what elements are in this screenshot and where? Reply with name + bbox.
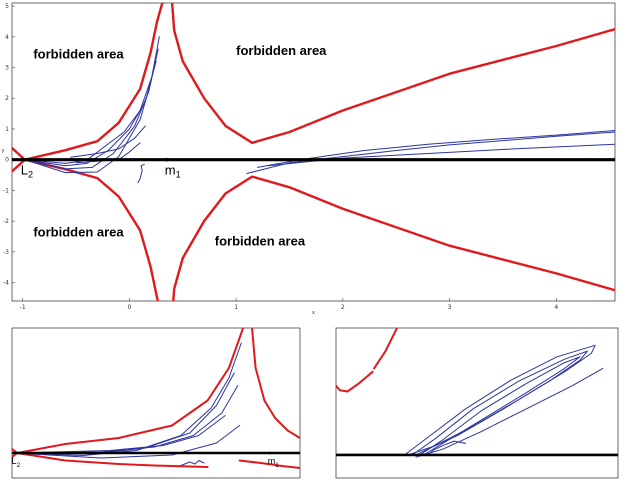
point-marker xyxy=(14,451,17,455)
forbidden-area-label: forbidden area xyxy=(215,234,306,249)
plot-frame xyxy=(11,2,616,302)
orbit-curve xyxy=(24,73,154,164)
point-label: L2 xyxy=(21,163,33,180)
plot-area xyxy=(336,328,618,458)
point-marker xyxy=(164,157,169,162)
panel-bottom-right xyxy=(335,327,619,479)
zero-velocity-curve xyxy=(170,3,615,144)
point-marker xyxy=(268,451,272,455)
orbit-curve xyxy=(24,60,157,167)
point-label-subscript: 2 xyxy=(28,170,33,180)
y-tick-label: 5 xyxy=(5,3,9,10)
point-label: m1 xyxy=(165,163,181,180)
point-label-subscript: 1 xyxy=(275,462,279,469)
x-tick-label: -1 xyxy=(20,304,26,311)
orbit-curve xyxy=(267,143,615,167)
x-tick-label: 4 xyxy=(554,304,558,311)
zero-velocity-curve xyxy=(251,328,300,439)
y-tick-label: 1 xyxy=(5,126,9,133)
panel-bottom-left: L2 m1 xyxy=(11,327,301,479)
orbit-curve xyxy=(411,350,588,456)
plot-frame xyxy=(11,327,301,479)
y-tick-label: -2 xyxy=(3,218,9,225)
y-tick-label: 0 xyxy=(5,157,9,164)
zero-velocity-curve xyxy=(12,3,164,173)
zero-velocity-curve xyxy=(238,459,300,469)
point-label-subscript: 2 xyxy=(17,462,21,469)
orbit-curve xyxy=(137,163,145,184)
orbit-curve xyxy=(419,356,581,456)
panel-top: -1 0 1 2 3 4 5 4 3 2 1 0 -1 -2 -3 -4 x y L2 m1 forbidden are… xyxy=(2,2,616,316)
orbit-curve xyxy=(70,125,146,158)
zero-velocity-curve xyxy=(373,328,398,370)
zero-velocity-curve xyxy=(12,328,245,458)
y-tick-label: -4 xyxy=(3,280,9,287)
x-tick-label: 3 xyxy=(448,304,452,311)
point-label: L2 xyxy=(12,456,21,469)
y-axis-label: y xyxy=(2,148,5,154)
orbit-curve xyxy=(246,131,615,174)
plot-area xyxy=(12,328,300,469)
orbit-curve xyxy=(415,367,604,458)
point-label: m1 xyxy=(268,456,280,469)
orbit-curve xyxy=(180,460,205,466)
forbidden-area-label: forbidden area xyxy=(33,224,124,239)
point-marker xyxy=(23,157,27,162)
orbit-curve xyxy=(24,48,159,170)
forbidden-area-label: forbidden area xyxy=(33,46,124,61)
orbit-curve xyxy=(15,415,226,454)
orbit-curve xyxy=(15,372,235,455)
zero-velocity-curve xyxy=(172,175,615,301)
y-tick-label: -3 xyxy=(3,249,9,256)
orbit-curve xyxy=(404,344,596,456)
x-axis-label: x xyxy=(312,310,315,316)
forbidden-area-label: forbidden area xyxy=(236,43,327,58)
point-label-subscript: 1 xyxy=(176,170,181,180)
x-tick-label: 1 xyxy=(234,304,238,311)
orbit-curve xyxy=(15,425,241,459)
y-tick-label: 2 xyxy=(5,95,9,102)
x-tick-label: 2 xyxy=(341,304,345,311)
y-tick-label: 3 xyxy=(5,65,9,72)
orbit-curve xyxy=(427,440,467,456)
y-tick-label: -1 xyxy=(3,187,9,194)
zero-velocity-curve xyxy=(336,370,374,393)
plot-area xyxy=(12,3,615,301)
x-tick-label: 0 xyxy=(127,304,131,311)
plot-frame xyxy=(335,327,619,479)
orbit-curve xyxy=(15,385,239,454)
y-tick-label: 4 xyxy=(5,34,9,41)
